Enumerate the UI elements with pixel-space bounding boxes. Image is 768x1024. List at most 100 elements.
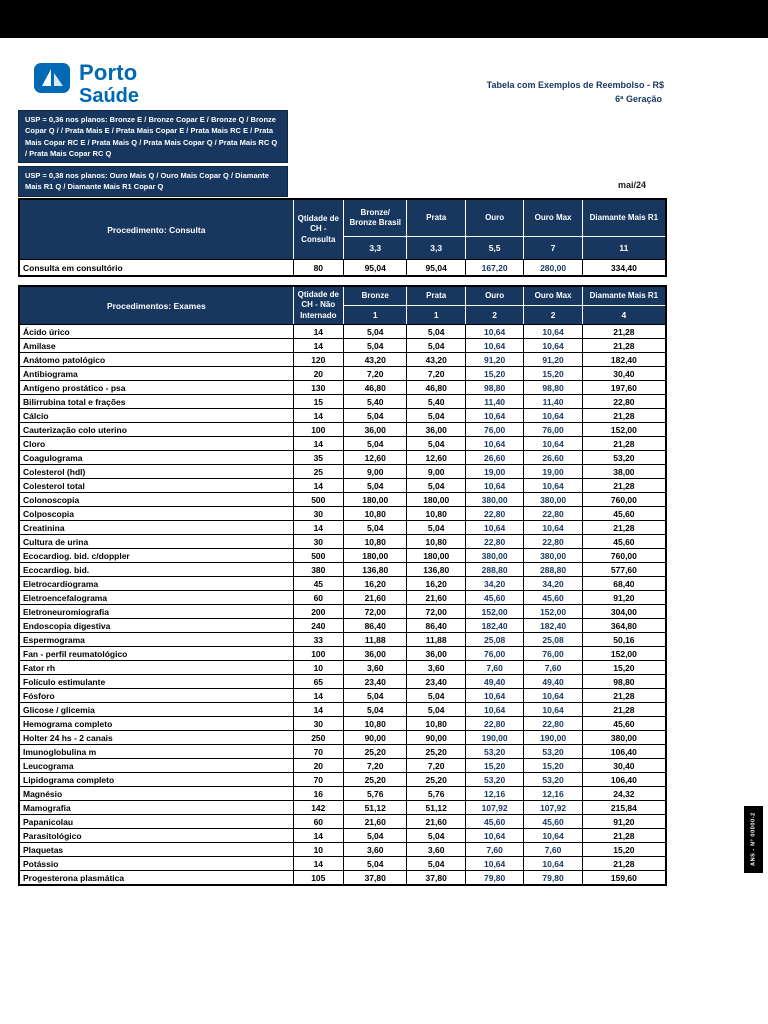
price-value: 21,60 bbox=[406, 590, 466, 605]
price-value: 95,04 bbox=[342, 259, 408, 277]
price-value: 53,20 bbox=[523, 744, 583, 759]
ch-quantity: 105 bbox=[292, 870, 344, 886]
price-value: 106,40 bbox=[581, 772, 667, 787]
ch-quantity: 14 bbox=[292, 520, 344, 535]
price-value: 577,60 bbox=[581, 562, 667, 577]
price-value: 304,00 bbox=[581, 604, 667, 619]
ch-quantity: 20 bbox=[292, 366, 344, 381]
table-row: Leucograma 20 7,20 7,20 15,20 15,20 30,40 bbox=[18, 758, 667, 773]
price-value: 190,00 bbox=[523, 730, 583, 745]
procedure-name: Consulta em consultório bbox=[18, 259, 294, 277]
price-value: 10,64 bbox=[523, 478, 583, 493]
price-value: 91,20 bbox=[464, 352, 525, 367]
price-value: 36,00 bbox=[342, 422, 408, 437]
ans-side-label: ANS - Nº 00000-2 bbox=[744, 806, 763, 873]
price-value: 37,80 bbox=[342, 870, 408, 886]
table-row: Amilase 14 5,04 5,04 10,64 10,64 21,28 bbox=[18, 338, 667, 353]
table-row: Colposcopia 30 10,80 10,80 22,80 22,80 45,60 bbox=[18, 506, 667, 521]
price-value: 12,16 bbox=[464, 786, 525, 801]
price-value: 11,40 bbox=[523, 394, 583, 409]
multiplier-cell: 4 bbox=[581, 305, 667, 325]
procedure-name: Fator rh bbox=[18, 660, 294, 675]
table-row: Creatinina 14 5,04 5,04 10,64 10,64 21,28 bbox=[18, 520, 667, 535]
price-value: 7,20 bbox=[342, 366, 408, 381]
price-value: 10,64 bbox=[523, 688, 583, 703]
ch-quantity: 240 bbox=[292, 618, 344, 633]
price-value: 152,00 bbox=[464, 604, 525, 619]
price-value: 19,00 bbox=[464, 464, 525, 479]
procedure-name: Antibiograma bbox=[18, 366, 294, 381]
date-label: mai/24 bbox=[617, 180, 646, 190]
price-value: 72,00 bbox=[342, 604, 408, 619]
procedure-name: Lipidograma completo bbox=[18, 772, 294, 787]
price-value: 51,12 bbox=[406, 800, 466, 815]
ch-quantity: 250 bbox=[292, 730, 344, 745]
multiplier-cell: 7 bbox=[523, 236, 583, 260]
price-value: 53,20 bbox=[523, 772, 583, 787]
price-value: 21,28 bbox=[581, 436, 667, 451]
price-value: 53,20 bbox=[464, 772, 525, 787]
price-value: 10,64 bbox=[523, 828, 583, 843]
exames-table-title: Procedimentos: Exames bbox=[18, 285, 294, 325]
procedure-name: Imunoglobulina m bbox=[18, 744, 294, 759]
exames-ch-header: Qtidade de CH - Não Internado bbox=[292, 285, 344, 325]
price-value: 7,60 bbox=[523, 842, 583, 857]
table-row: Ecocardiog. bid. c/doppler 500 180,00 180,0… bbox=[18, 548, 667, 563]
plan-column-header: Diamante Mais R1 bbox=[581, 285, 667, 306]
ch-quantity: 14 bbox=[292, 408, 344, 423]
procedure-name: Hemograma completo bbox=[18, 716, 294, 731]
price-value: 380,00 bbox=[464, 548, 525, 563]
procedure-name: Folículo estimulante bbox=[18, 674, 294, 689]
procedure-name: Papanicolau bbox=[18, 814, 294, 829]
price-value: 91,20 bbox=[581, 590, 667, 605]
price-value: 10,64 bbox=[523, 702, 583, 717]
procedure-name: Cauterização colo uterino bbox=[18, 422, 294, 437]
price-value: 10,64 bbox=[523, 520, 583, 535]
price-value: 334,40 bbox=[581, 259, 667, 277]
price-value: 9,00 bbox=[342, 464, 408, 479]
price-value: 45,60 bbox=[523, 814, 583, 829]
price-value: 25,20 bbox=[406, 772, 466, 787]
price-value: 30,40 bbox=[581, 366, 667, 381]
ch-quantity: 120 bbox=[292, 352, 344, 367]
price-value: 72,00 bbox=[406, 604, 466, 619]
price-value: 76,00 bbox=[464, 646, 525, 661]
ch-quantity: 10 bbox=[292, 660, 344, 675]
price-value: 3,60 bbox=[342, 842, 408, 857]
price-value: 380,00 bbox=[523, 492, 583, 507]
price-value: 152,00 bbox=[581, 422, 667, 437]
procedure-name: Coagulograma bbox=[18, 450, 294, 465]
price-value: 5,04 bbox=[406, 688, 466, 703]
price-value: 3,60 bbox=[342, 660, 408, 675]
multiplier-cell: 2 bbox=[464, 305, 525, 325]
price-value: 3,60 bbox=[406, 842, 466, 857]
ch-quantity: 14 bbox=[292, 856, 344, 871]
price-value: 7,20 bbox=[406, 366, 466, 381]
price-value: 5,04 bbox=[342, 408, 408, 423]
table-row: Mamografia 142 51,12 51,12 107,92 107,92 215,8… bbox=[18, 800, 667, 815]
consulta-ch-header: Qtidade de CH - Consulta bbox=[292, 198, 344, 260]
price-value: 10,80 bbox=[342, 534, 408, 549]
table-row: Progesterona plasmática 105 37,80 37,80 79,8… bbox=[18, 870, 667, 886]
price-value: 280,00 bbox=[523, 259, 583, 277]
ch-quantity: 100 bbox=[292, 422, 344, 437]
price-value: 26,60 bbox=[464, 450, 525, 465]
price-value: 21,28 bbox=[581, 520, 667, 535]
price-value: 136,80 bbox=[342, 562, 408, 577]
price-value: 190,00 bbox=[464, 730, 525, 745]
price-value: 22,80 bbox=[464, 716, 525, 731]
price-value: 53,20 bbox=[464, 744, 525, 759]
plan-column-header: Ouro bbox=[464, 285, 525, 306]
price-value: 5,04 bbox=[406, 324, 466, 339]
ch-quantity: 14 bbox=[292, 828, 344, 843]
price-value: 107,92 bbox=[464, 800, 525, 815]
price-value: 38,00 bbox=[581, 464, 667, 479]
price-value: 180,00 bbox=[406, 492, 466, 507]
price-value: 7,60 bbox=[523, 660, 583, 675]
procedure-name: Endoscopia digestiva bbox=[18, 618, 294, 633]
procedure-name: Creatinina bbox=[18, 520, 294, 535]
price-value: 182,40 bbox=[523, 618, 583, 633]
ch-quantity: 20 bbox=[292, 758, 344, 773]
plan-column-header: Diamante Mais R1 bbox=[581, 198, 667, 237]
price-value: 5,04 bbox=[342, 828, 408, 843]
